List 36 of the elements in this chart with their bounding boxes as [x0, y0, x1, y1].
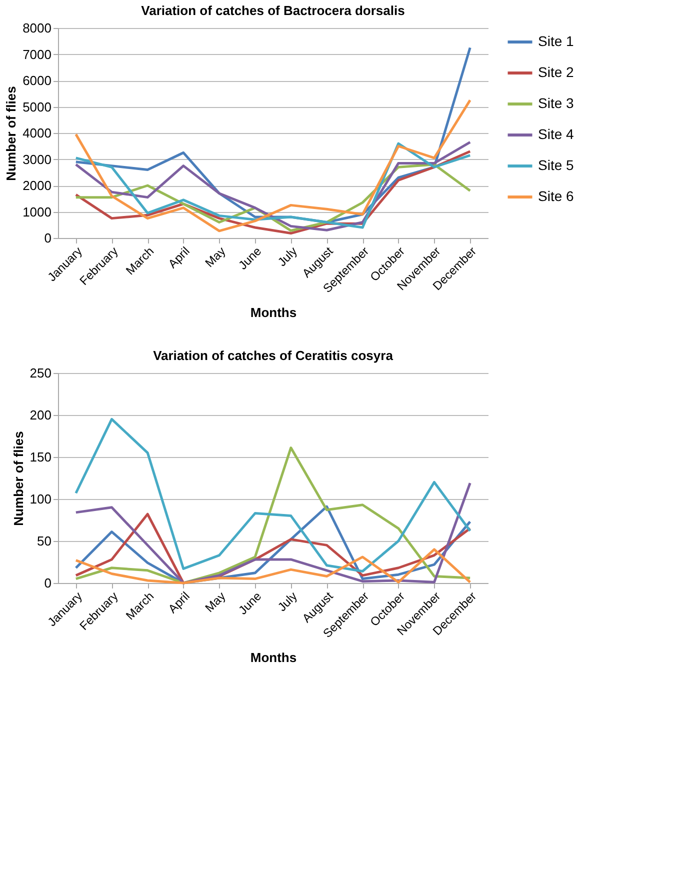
y-tick-label: 6000: [22, 73, 52, 88]
y-tick-label: 0: [44, 230, 52, 246]
x-axis-title: Months: [250, 304, 297, 320]
y-tick-label: 200: [30, 408, 52, 422]
legend-label: Site 5: [538, 157, 574, 173]
legend-label: Site 1: [538, 33, 574, 49]
y-tick-label: 5000: [22, 99, 52, 114]
y-axis-title: Number of flies: [4, 86, 19, 181]
y-tick-label: 4000: [22, 126, 52, 140]
legend-label: Site 3: [538, 95, 574, 111]
y-tick-label: 0: [44, 576, 52, 590]
x-tick-label: July: [274, 244, 300, 270]
x-tick-label: July: [274, 589, 300, 614]
legend-label: Site 6: [538, 188, 574, 204]
y-tick-label: 8000: [22, 20, 52, 36]
y-axis-title: Number of flies: [10, 431, 26, 526]
line-series: [74, 446, 472, 584]
y-tick-label: 50: [37, 534, 52, 548]
y-tick-label: 250: [30, 366, 52, 380]
y-tick-label: 150: [30, 450, 52, 464]
legend-label: Site 4: [538, 126, 574, 142]
line-series: [74, 482, 472, 584]
line-series: [74, 98, 472, 232]
line-series: [74, 418, 472, 572]
chart-title: Variation of catches of Bactrocera dorsalis: [141, 3, 405, 18]
y-tick-label: 2000: [22, 178, 52, 193]
y-tick-label: 3000: [22, 152, 52, 167]
y-tick-label: 100: [30, 492, 52, 506]
x-tick-label: May: [202, 244, 228, 270]
chart-title: Variation of catches of Ceratitis cosyra: [153, 348, 394, 363]
x-axis-title: Months: [250, 650, 297, 665]
y-tick-label: 7000: [22, 46, 52, 62]
x-tick-label: May: [202, 589, 228, 616]
legend-label: Site 2: [538, 64, 574, 80]
y-tick-label: 1000: [22, 204, 52, 220]
line-series: [74, 548, 472, 584]
